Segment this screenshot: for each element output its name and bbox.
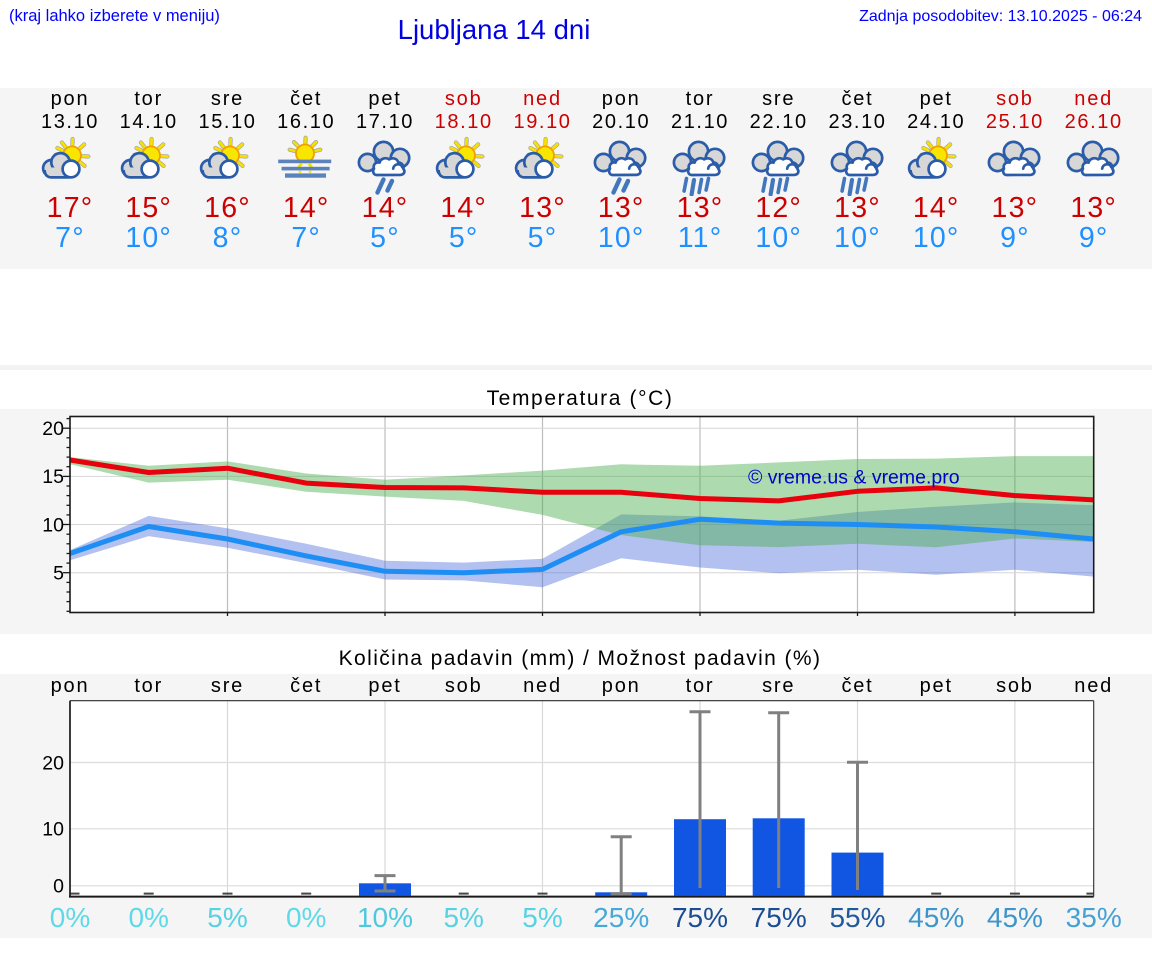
svg-text:5%: 5% bbox=[443, 902, 483, 933]
svg-text:0%: 0% bbox=[286, 902, 326, 933]
svg-text:sob: sob bbox=[996, 675, 1034, 697]
svg-text:5%: 5% bbox=[207, 902, 247, 933]
svg-text:0%: 0% bbox=[128, 902, 168, 933]
svg-text:10%: 10% bbox=[357, 902, 413, 933]
svg-text:pet: pet bbox=[368, 675, 401, 697]
svg-text:0%: 0% bbox=[50, 902, 90, 933]
svg-text:0: 0 bbox=[53, 876, 64, 898]
svg-text:45%: 45% bbox=[908, 902, 964, 933]
svg-text:čet: čet bbox=[290, 675, 322, 697]
svg-text:čet: čet bbox=[841, 675, 873, 697]
svg-text:© vreme.us & vreme.pro: © vreme.us & vreme.pro bbox=[748, 467, 960, 489]
svg-text:ned: ned bbox=[523, 675, 562, 697]
svg-text:5: 5 bbox=[53, 563, 64, 585]
svg-text:55%: 55% bbox=[829, 902, 885, 933]
svg-text:sob: sob bbox=[445, 675, 483, 697]
svg-text:20: 20 bbox=[42, 418, 64, 440]
svg-text:25%: 25% bbox=[593, 902, 649, 933]
svg-text:tor: tor bbox=[134, 675, 163, 697]
svg-text:35%: 35% bbox=[1066, 902, 1122, 933]
svg-text:ned: ned bbox=[1074, 675, 1113, 697]
svg-text:pon: pon bbox=[602, 675, 641, 697]
svg-text:45%: 45% bbox=[987, 902, 1043, 933]
svg-text:pet: pet bbox=[920, 675, 953, 697]
svg-text:20: 20 bbox=[42, 752, 64, 774]
svg-text:10: 10 bbox=[42, 514, 64, 536]
svg-text:75%: 75% bbox=[672, 902, 728, 933]
svg-text:sre: sre bbox=[762, 675, 795, 697]
svg-text:75%: 75% bbox=[751, 902, 807, 933]
svg-text:pon: pon bbox=[51, 675, 90, 697]
svg-text:10: 10 bbox=[42, 819, 64, 841]
svg-text:tor: tor bbox=[686, 675, 715, 697]
svg-text:15: 15 bbox=[42, 466, 64, 488]
svg-text:sre: sre bbox=[211, 675, 244, 697]
svg-text:5%: 5% bbox=[522, 902, 562, 933]
